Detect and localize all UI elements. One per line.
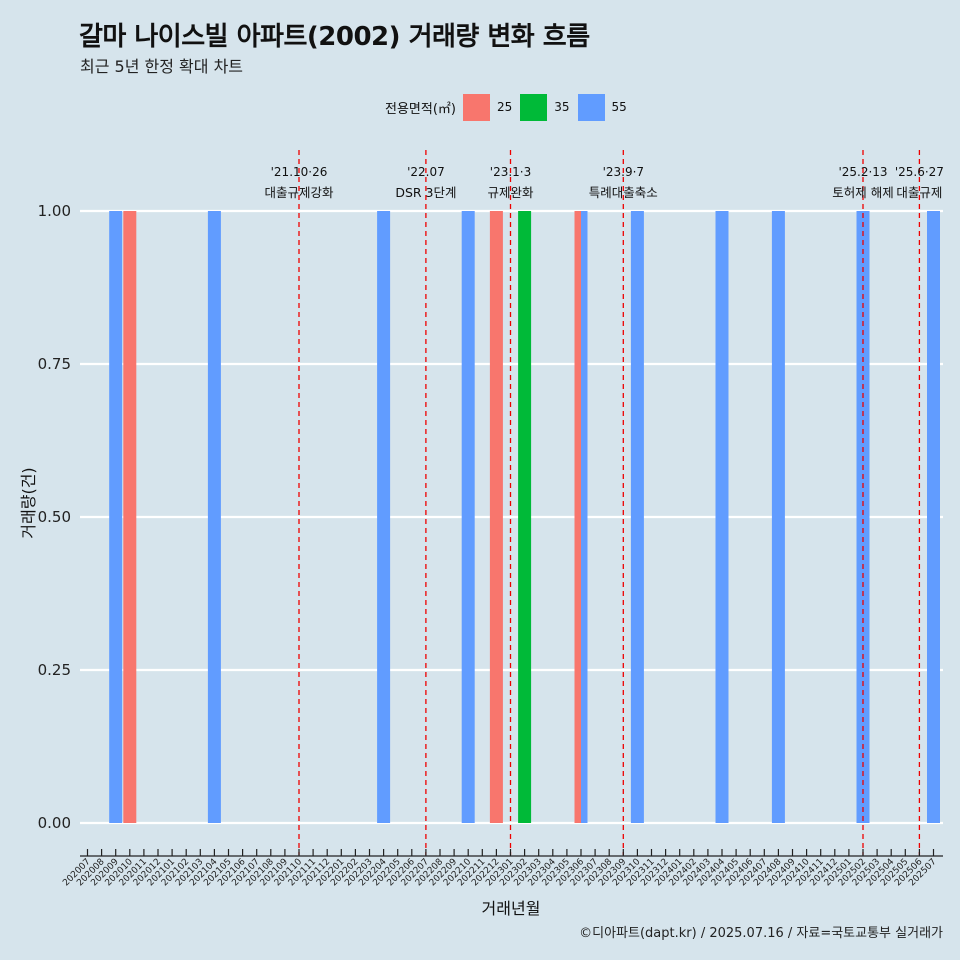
bar-35-202302 xyxy=(518,211,532,823)
event-desc-label: 특례대출축소 xyxy=(589,185,658,200)
bar-55-202009 xyxy=(109,211,123,823)
legend: 전용면적(㎡) 25 35 55 xyxy=(385,93,635,121)
event-date-label: '23.1·3 xyxy=(490,165,531,179)
legend-item-25: 25 xyxy=(462,93,513,121)
legend-swatch-25 xyxy=(462,93,490,121)
bar-25-202306 xyxy=(574,211,581,823)
event-desc-label: 규제완화 xyxy=(487,185,534,200)
legend-label-25: 25 xyxy=(496,100,513,114)
bar-55-202210 xyxy=(461,211,475,823)
bar-55-202502 xyxy=(856,211,870,823)
legend-swatch-55 xyxy=(577,93,605,121)
y-tick-label: 0.00 xyxy=(38,814,71,832)
legend-item-55: 55 xyxy=(577,93,627,121)
chart-title: 갈마 나이스빌 아파트(2002) 거래량 변화 흐름 xyxy=(79,22,590,52)
bar-55-202404 xyxy=(715,211,729,823)
bar-55-202104 xyxy=(207,211,221,823)
y-axis-title: 거래량(건) xyxy=(19,467,38,538)
legend-label-55: 55 xyxy=(611,100,627,114)
bar-25-202010 xyxy=(123,211,137,823)
bar-55-202310 xyxy=(630,211,644,823)
event-desc-label: 대출규제 xyxy=(896,185,942,200)
chart-subtitle: 최근 5년 한정 확대 차트 xyxy=(80,57,244,76)
y-tick-label: 0.25 xyxy=(38,661,71,679)
legend-item-35: 35 xyxy=(520,93,570,121)
event-date-label: '25.2·13 xyxy=(838,165,887,179)
legend-label-35: 35 xyxy=(554,100,570,114)
y-tick-label: 0.75 xyxy=(38,355,71,373)
event-date-label: '22.07 xyxy=(407,165,445,179)
event-desc-label: 토허제 해제 xyxy=(832,185,893,200)
legend-title: 전용면적(㎡) xyxy=(385,101,456,117)
y-tick-label: 0.50 xyxy=(38,508,71,526)
event-desc-label: DSR 3단계 xyxy=(395,185,456,200)
bar-55-202306 xyxy=(581,211,588,823)
bar-25-202212 xyxy=(489,211,503,823)
event-date-label: '21.10·26 xyxy=(271,165,328,179)
bar-55-202507 xyxy=(927,211,940,823)
legend-swatch-35 xyxy=(520,93,548,121)
bar-55-202408 xyxy=(771,211,785,823)
event-date-label: '23.9·7 xyxy=(603,165,644,179)
chart-caption: ©디아파트(dapt.kr) / 2025.07.16 / 자료=국토교통부 실… xyxy=(579,926,943,941)
x-axis-title: 거래년월 xyxy=(482,899,541,918)
event-desc-label: 대출규제강화 xyxy=(264,185,334,200)
bar-55-202204 xyxy=(377,211,391,823)
event-date-label: '25.6·27 xyxy=(895,165,944,179)
y-tick-label: 1.00 xyxy=(38,202,71,220)
